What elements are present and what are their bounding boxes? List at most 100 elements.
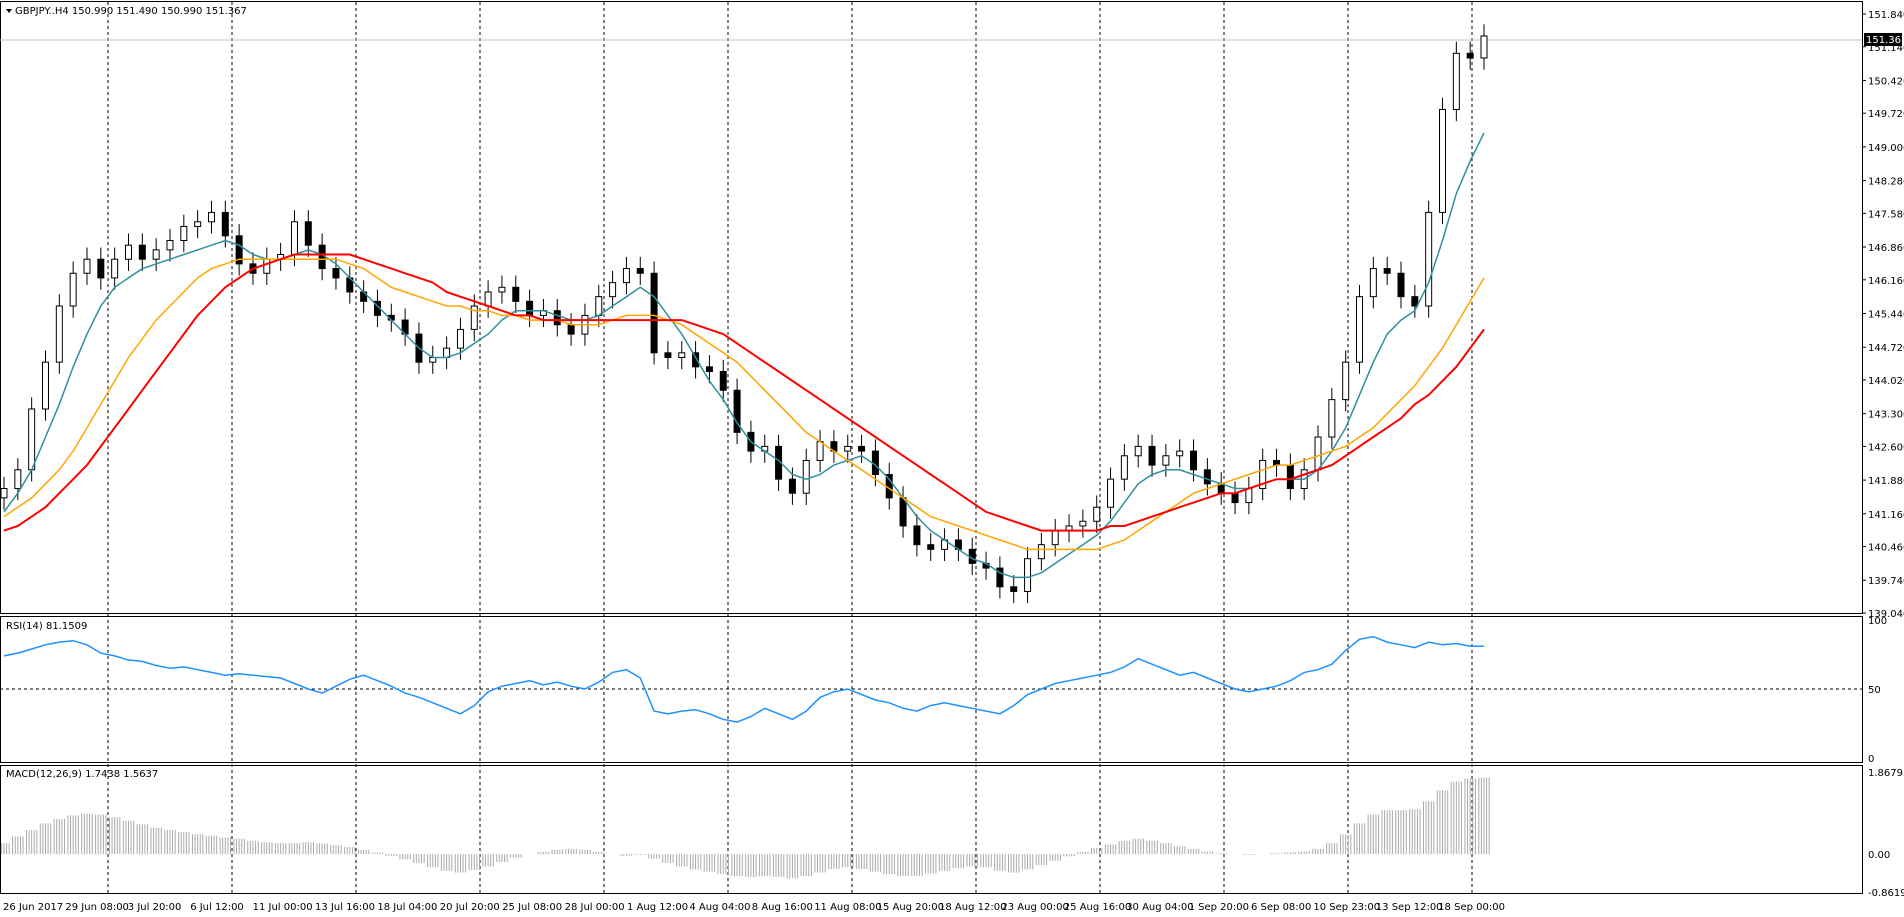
- price-tick-label: 145.440: [1868, 310, 1904, 321]
- candle-body: [1190, 450, 1198, 471]
- time-tick-label: 10 Sep 23:00: [1313, 902, 1380, 913]
- time-axis: 26 Jun 2017 29 Jun 08:003 Jul 20:00 6 Jul …: [3, 902, 1505, 913]
- candlestick-series: [0, 24, 1488, 604]
- candle-body: [1107, 478, 1115, 508]
- time-tick-label: 25 Aug 16:00: [1064, 902, 1131, 913]
- candle-body: [1383, 268, 1391, 274]
- rsi-header: RSI(14) 81.1509: [6, 621, 87, 632]
- candle-body: [512, 286, 520, 302]
- candle-body: [816, 441, 824, 461]
- vertical-gridlines: [107, 2, 1473, 893]
- time-tick-label: 6 Sep 08:00: [1251, 902, 1311, 913]
- price-label-box: [1864, 33, 1902, 46]
- price-tick-label: 144.720: [1868, 343, 1904, 354]
- macd-tick-label: 1.8679: [1868, 768, 1903, 779]
- price-tick-label: 148.280: [1868, 177, 1904, 188]
- price-tick-label: 151.140: [1868, 43, 1904, 54]
- candle-body: [1093, 506, 1101, 522]
- candle-body: [1079, 520, 1087, 527]
- ma-mid-line: [3, 258, 1485, 551]
- candle-body: [194, 221, 202, 227]
- candle-body: [678, 352, 686, 358]
- candle-body: [1037, 544, 1045, 560]
- price-tick-label: 149.720: [1868, 109, 1904, 120]
- candle-body: [1328, 399, 1336, 438]
- candle-body: [152, 249, 160, 260]
- candle-body: [1010, 586, 1018, 592]
- price-tick-label: 139.040: [1868, 609, 1904, 620]
- price-tick-label: 143.300: [1868, 410, 1904, 421]
- rsi-polyline: [3, 635, 1484, 723]
- rsi-tick-label: 50: [1868, 685, 1881, 696]
- price-label: 151.367: [1866, 35, 1904, 46]
- price-tick-label: 149.000: [1868, 143, 1904, 154]
- moving-averages: [3, 132, 1485, 579]
- time-tick-label: 26 Jun 2017: [3, 902, 63, 913]
- macd-header: MACD(12,26,9) 1.7438 1.5637: [6, 769, 158, 780]
- time-tick-label: 4 Aug 04:00: [689, 902, 750, 913]
- rsi-axis: 100 50 0: [1868, 616, 1887, 765]
- candle-body: [567, 324, 575, 335]
- candle-body: [636, 268, 644, 274]
- candle-body: [290, 221, 298, 256]
- candle-body: [858, 445, 866, 452]
- candle-body: [14, 469, 22, 490]
- candle-body: [664, 352, 672, 358]
- candle-body: [1148, 445, 1156, 466]
- time-tick-label: 30 Aug 04:00: [1126, 902, 1193, 913]
- candle-body: [138, 244, 146, 260]
- candle-body: [1369, 268, 1377, 298]
- candle-body: [124, 244, 132, 260]
- price-axis: 151.840 151.140 150.420 149.720 149.000 148.2…: [1862, 10, 1904, 620]
- price-tick-label: 146.860: [1868, 243, 1904, 254]
- candle-body: [1397, 272, 1405, 298]
- candle-body: [788, 478, 796, 494]
- price-tick-label: 141.160: [1868, 510, 1904, 521]
- candle-body: [968, 548, 976, 564]
- candle-body: [595, 296, 603, 316]
- candle-body: [996, 567, 1004, 588]
- candle-body: [692, 352, 700, 368]
- macd-tick-label: -0.8619: [1868, 888, 1904, 899]
- candle-body: [622, 268, 630, 284]
- candle-body: [1356, 296, 1364, 363]
- time-tick-label: 25 Jul 08:00: [502, 902, 562, 913]
- candle-body: [1134, 445, 1142, 457]
- candle-body: [456, 328, 464, 349]
- time-tick-label: 13 Sep 12:00: [1376, 902, 1443, 913]
- candle-body: [263, 258, 271, 274]
- candle-body: [1452, 52, 1460, 110]
- candle-body: [83, 258, 91, 274]
- candle-body: [69, 272, 77, 307]
- candle-body: [235, 235, 243, 265]
- dropdown-triangle-icon[interactable]: [6, 9, 12, 13]
- candle-body: [733, 389, 741, 433]
- ma-red-line: [3, 253, 1485, 532]
- candle-body: [1231, 492, 1239, 504]
- price-tick-label: 146.160: [1868, 276, 1904, 287]
- candle-body: [1411, 296, 1419, 307]
- candle-body: [913, 525, 921, 546]
- candle-body: [1259, 459, 1267, 490]
- candle-body: [166, 239, 174, 251]
- time-tick-label: 29 Jun 08:00: [65, 902, 129, 913]
- candle-body: [97, 258, 105, 279]
- candle-body: [899, 497, 907, 527]
- candle-body: [207, 211, 215, 223]
- candle-body: [1314, 436, 1322, 471]
- candle-body: [1342, 361, 1350, 401]
- price-tick-label: 144.020: [1868, 376, 1904, 387]
- price-tick-label: 141.880: [1868, 476, 1904, 487]
- time-tick-label: 6 Jul 12:00: [190, 902, 244, 913]
- candle-body: [1466, 52, 1474, 59]
- candle-body: [1480, 35, 1488, 59]
- candle-body: [470, 305, 478, 330]
- candle-body: [498, 286, 506, 293]
- ma-fast-line: [3, 132, 1485, 579]
- candle-body: [41, 361, 49, 410]
- candle-body: [0, 488, 8, 499]
- macd-axis: 1.8679 0.00 -0.8619: [1868, 768, 1904, 899]
- candle-body: [553, 310, 561, 326]
- price-tick-label: 142.600: [1868, 442, 1904, 453]
